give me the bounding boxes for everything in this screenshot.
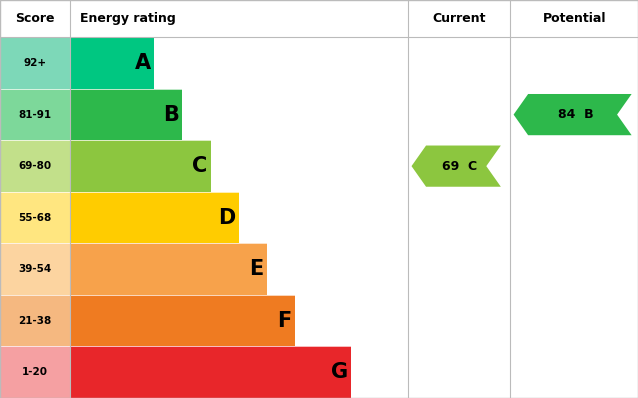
Text: 81-91: 81-91 bbox=[19, 109, 52, 120]
Bar bbox=[0, 347, 70, 398]
Text: A: A bbox=[135, 53, 151, 73]
Bar bbox=[70, 140, 211, 192]
Polygon shape bbox=[514, 94, 632, 135]
Bar bbox=[70, 37, 154, 89]
Bar bbox=[0, 140, 70, 192]
Text: E: E bbox=[249, 259, 263, 279]
Text: C: C bbox=[192, 156, 207, 176]
Text: Potential: Potential bbox=[542, 12, 606, 25]
Bar bbox=[70, 347, 351, 398]
Text: G: G bbox=[330, 362, 348, 382]
Bar bbox=[0, 192, 70, 244]
Text: 69-80: 69-80 bbox=[19, 161, 52, 171]
Text: 84  B: 84 B bbox=[558, 108, 593, 121]
Text: 39-54: 39-54 bbox=[19, 264, 52, 274]
Text: 55-68: 55-68 bbox=[19, 213, 52, 222]
Text: 21-38: 21-38 bbox=[19, 316, 52, 326]
Text: 1-20: 1-20 bbox=[22, 367, 48, 377]
Bar bbox=[70, 89, 182, 140]
Text: D: D bbox=[218, 208, 235, 228]
Text: B: B bbox=[163, 105, 179, 125]
Bar bbox=[70, 295, 295, 347]
Bar bbox=[0, 244, 70, 295]
Text: 69  C: 69 C bbox=[441, 160, 477, 173]
Text: Current: Current bbox=[433, 12, 486, 25]
Text: Energy rating: Energy rating bbox=[80, 12, 175, 25]
Text: Score: Score bbox=[15, 12, 55, 25]
Bar bbox=[0, 89, 70, 140]
Text: F: F bbox=[278, 311, 292, 331]
Bar bbox=[0, 295, 70, 347]
Bar bbox=[70, 192, 239, 244]
Polygon shape bbox=[412, 146, 501, 187]
Text: 92+: 92+ bbox=[24, 58, 47, 68]
Bar bbox=[0, 37, 70, 89]
Bar bbox=[70, 244, 267, 295]
